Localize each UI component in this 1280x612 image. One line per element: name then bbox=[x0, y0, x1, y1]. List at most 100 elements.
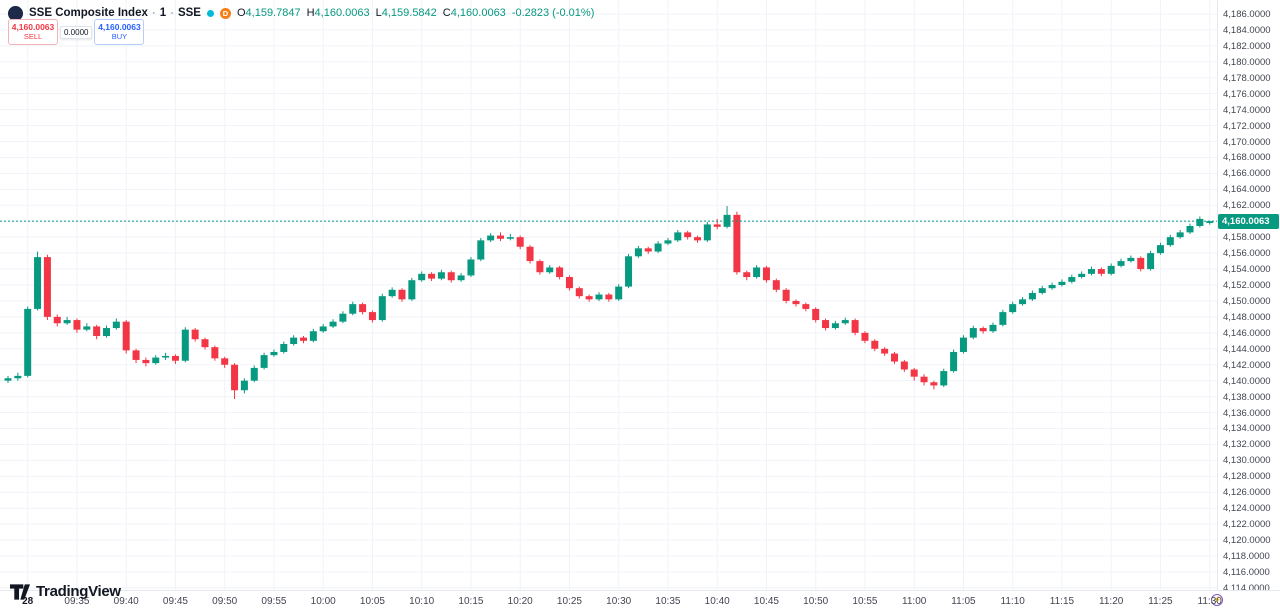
candle bbox=[221, 358, 229, 365]
time-axis-label: 11:30 bbox=[1197, 596, 1222, 607]
candle bbox=[260, 355, 268, 368]
price-axis-label: 4,186.0000 bbox=[1223, 8, 1271, 20]
time-axis-label: 09:55 bbox=[261, 596, 287, 607]
candle bbox=[762, 267, 770, 281]
price-axis-label: 4,120.0000 bbox=[1223, 535, 1271, 547]
price-axis[interactable]: 4,186.0000 4,184.0000 4,182.0000 4,180.0000… bbox=[1217, 0, 1280, 594]
candle bbox=[930, 382, 938, 386]
candle bbox=[1068, 277, 1076, 282]
candle bbox=[368, 312, 376, 321]
candle bbox=[989, 324, 997, 332]
high-label: H bbox=[306, 7, 315, 19]
tradingview-logo-icon bbox=[10, 583, 30, 600]
price-axis-label: 4,122.0000 bbox=[1223, 519, 1271, 531]
candle bbox=[841, 320, 849, 324]
candle bbox=[733, 214, 741, 273]
candle bbox=[1088, 269, 1095, 274]
candle bbox=[280, 343, 288, 352]
candle bbox=[487, 235, 495, 241]
candle bbox=[359, 304, 367, 313]
candle bbox=[831, 323, 839, 329]
candle bbox=[181, 329, 189, 361]
price-axis-label: 4,130.0000 bbox=[1223, 455, 1271, 467]
price-axis-label: 4,176.0000 bbox=[1223, 88, 1271, 100]
candle bbox=[388, 289, 396, 297]
candle bbox=[349, 304, 357, 314]
candle bbox=[1028, 292, 1036, 300]
buy-label: BUY bbox=[111, 32, 128, 41]
candle bbox=[122, 321, 130, 351]
price-axis-label: 4,154.0000 bbox=[1223, 264, 1271, 276]
candle bbox=[447, 272, 455, 281]
candle bbox=[73, 320, 81, 330]
time-axis-label: 10:15 bbox=[458, 596, 484, 607]
symbol-header[interactable]: SSE Composite Index · 1 · SSE D O4,159.7… bbox=[8, 5, 594, 21]
close-label: C bbox=[442, 7, 451, 19]
candle bbox=[585, 296, 593, 300]
candle bbox=[1078, 273, 1086, 278]
high-value: 4,160.0063 bbox=[314, 7, 370, 19]
chart-plot-area[interactable] bbox=[0, 0, 1218, 590]
candle bbox=[1038, 288, 1046, 293]
candle bbox=[457, 275, 465, 281]
tradingview-logo[interactable]: TradingView bbox=[10, 583, 121, 600]
candle bbox=[132, 350, 140, 360]
time-axis-label: 28 bbox=[22, 596, 34, 607]
price-axis-label: 4,138.0000 bbox=[1223, 391, 1271, 403]
candle bbox=[378, 296, 386, 321]
candle bbox=[43, 257, 51, 317]
candle bbox=[309, 331, 317, 341]
candlestick-chart[interactable] bbox=[0, 0, 1218, 590]
candle bbox=[861, 332, 869, 341]
candle bbox=[506, 237, 514, 239]
separator: · bbox=[170, 7, 174, 19]
candle bbox=[497, 235, 504, 239]
price-axis-label: 4,168.0000 bbox=[1223, 152, 1271, 164]
time-axis-label: 11:00 bbox=[902, 596, 927, 607]
candle bbox=[753, 267, 761, 278]
price-axis-label: 4,162.0000 bbox=[1223, 200, 1271, 212]
time-axis-label: 09:35 bbox=[64, 596, 90, 607]
candle bbox=[437, 272, 445, 279]
delayed-data-icon[interactable]: D bbox=[219, 7, 231, 19]
price-axis-label: 4,152.0000 bbox=[1223, 279, 1271, 291]
time-axis-label: 10:10 bbox=[409, 596, 435, 607]
candle bbox=[644, 248, 652, 252]
symbol-name: SSE Composite Index bbox=[29, 7, 148, 19]
candle bbox=[1186, 226, 1194, 233]
sell-button[interactable]: 4,160.0063 SELL bbox=[8, 19, 58, 45]
candle bbox=[713, 224, 721, 227]
candle bbox=[792, 300, 800, 305]
candle bbox=[398, 289, 406, 300]
time-axis-label: 10:05 bbox=[359, 596, 385, 607]
price-axis-label: 4,172.0000 bbox=[1223, 120, 1271, 132]
candle bbox=[654, 243, 662, 252]
candle bbox=[112, 321, 120, 329]
candle bbox=[4, 378, 12, 381]
buy-button[interactable]: 4,160.0063 BUY bbox=[94, 19, 145, 45]
candle bbox=[1196, 218, 1204, 227]
candle bbox=[674, 232, 682, 241]
time-axis[interactable]: ⚡ 28 09:35 09:40 09:45 09:50 09:55 10:00 10:05 1… bbox=[0, 590, 1280, 612]
time-axis-label: 09:45 bbox=[162, 596, 188, 607]
candle bbox=[1147, 253, 1155, 270]
candle bbox=[950, 351, 958, 372]
candle bbox=[34, 257, 42, 309]
event-marker-icon[interactable]: ⚡ bbox=[1211, 594, 1223, 606]
candle bbox=[772, 280, 780, 290]
symbol-title[interactable]: SSE Composite Index · 1 · SSE bbox=[29, 7, 201, 19]
candle bbox=[171, 355, 179, 361]
price-axis-label: 4,136.0000 bbox=[1223, 407, 1271, 419]
time-axis-label: 10:00 bbox=[310, 596, 336, 607]
price-axis-label: 4,180.0000 bbox=[1223, 56, 1271, 68]
ohlc-readout: O4,159.7847 H4,160.0063 L4,159.5842 C4,1… bbox=[237, 7, 594, 19]
candle bbox=[851, 320, 859, 333]
candle bbox=[53, 316, 61, 324]
candle bbox=[201, 339, 209, 348]
candle bbox=[615, 286, 623, 300]
candle bbox=[428, 273, 436, 279]
candle bbox=[802, 304, 810, 309]
time-axis-label: 10:25 bbox=[556, 596, 582, 607]
price-axis-label: 4,184.0000 bbox=[1223, 24, 1271, 36]
